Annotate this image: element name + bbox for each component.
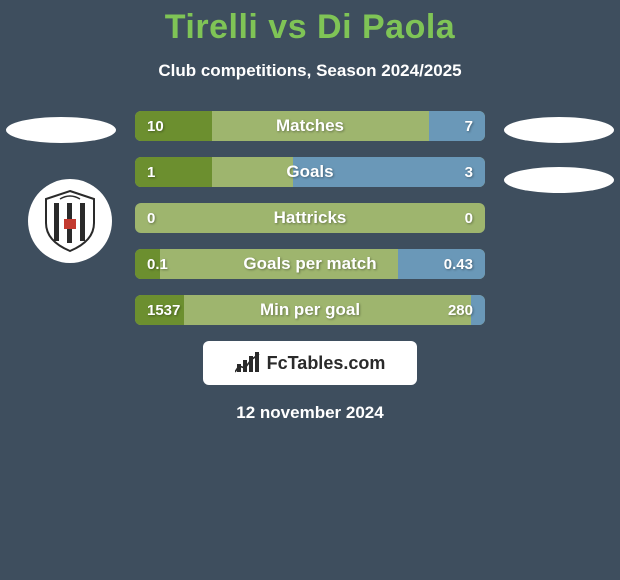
shield-icon [42,189,98,253]
main-area: 107Matches 13Goals 00Hattricks 0.10.43Goals… [0,111,620,423]
stat-row: 13Goals [135,157,485,187]
left-team-oval [6,117,116,143]
stat-label: Goals [135,157,485,187]
page-title: Tirelli vs Di Paola [0,0,620,47]
stat-row: 1537280Min per goal [135,295,485,325]
date-line: 12 november 2024 [0,403,620,423]
stat-label: Matches [135,111,485,141]
stats-bars: 107Matches 13Goals 00Hattricks 0.10.43Goals… [135,111,485,325]
stat-row: 00Hattricks [135,203,485,233]
stat-label: Min per goal [135,295,485,325]
left-team-crest [28,179,112,263]
comparison-card: Tirelli vs Di Paola Club competitions, S… [0,0,620,580]
stat-label: Hattricks [135,203,485,233]
stat-row: 0.10.43Goals per match [135,249,485,279]
bars-chart-icon [235,352,261,374]
branding-text: FcTables.com [267,353,386,374]
right-team-oval-2 [504,167,614,193]
stat-row: 107Matches [135,111,485,141]
stat-label: Goals per match [135,249,485,279]
subtitle: Club competitions, Season 2024/2025 [0,61,620,81]
right-team-oval-1 [504,117,614,143]
branding-footer: FcTables.com [203,341,417,385]
